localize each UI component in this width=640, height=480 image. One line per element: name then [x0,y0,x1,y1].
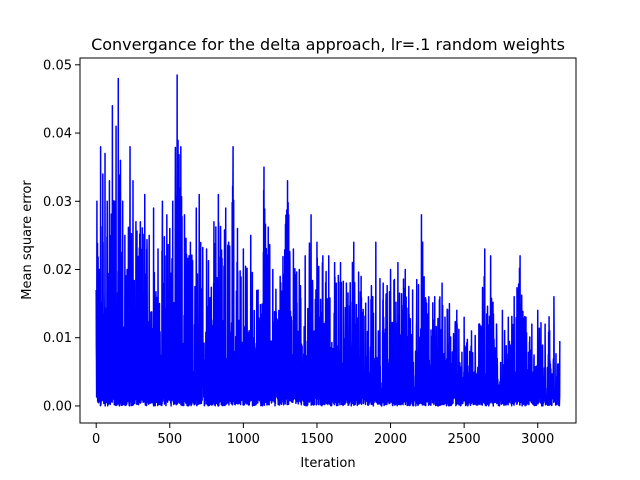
x-tick-label: 3000 [521,432,554,447]
x-tick-label: 1000 [227,432,260,447]
x-axis-label: Iteration [300,456,355,471]
y-tick-label: 0.02 [43,263,72,278]
y-tick-label: 0.05 [43,58,72,73]
y-axis: 0.00 0.01 0.02 0.03 0.04 0.05 [43,58,80,414]
x-tick-label: 1500 [300,432,333,447]
x-tick-label: 500 [157,432,182,447]
y-tick-label: 0.01 [43,331,72,346]
axes-frame [79,57,577,424]
mse-series-line [95,74,561,407]
chart-title: Convergance for the delta approach, lr=.… [91,35,565,54]
y-tick-label: 0.03 [43,195,72,210]
y-axis-label: Mean square error [20,180,35,300]
x-tick-label: 0 [92,432,100,447]
y-tick-label: 0.00 [43,399,72,414]
y-tick-label: 0.04 [43,127,72,142]
x-tick-label: 2000 [374,432,407,447]
x-axis: 0 500 1000 1500 2000 2500 3000 [92,423,554,447]
x-tick-label: 2500 [448,432,481,447]
